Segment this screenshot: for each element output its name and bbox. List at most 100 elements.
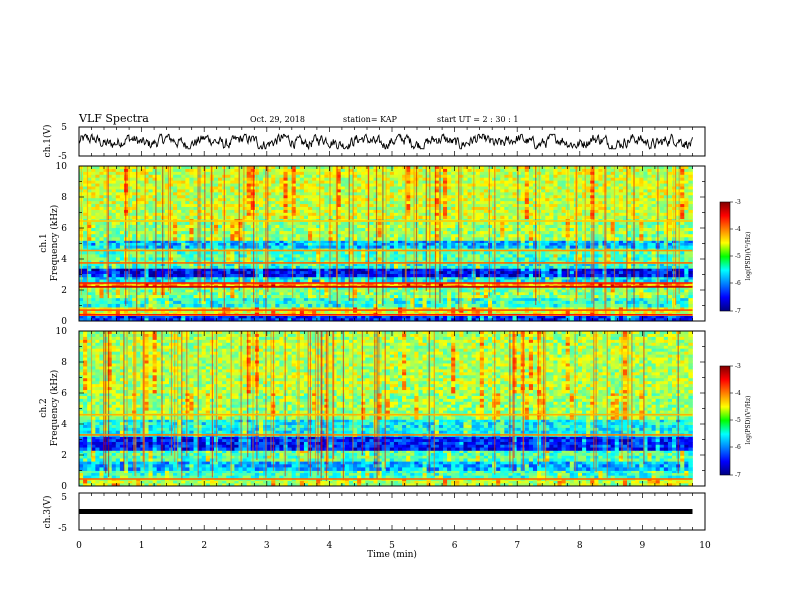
spectrogram-cell <box>430 224 436 229</box>
spectrogram-cell <box>557 303 562 308</box>
spectrogram-cell <box>393 251 399 255</box>
spectrogram-cell <box>168 271 174 275</box>
spectrogram-cell <box>369 224 374 229</box>
spectrogram-cell <box>393 237 399 241</box>
spectrogram-cell <box>500 318 505 322</box>
spectrogram-cell <box>140 289 145 293</box>
spectrogram-cell <box>357 300 362 305</box>
spectrogram-cell <box>680 263 685 267</box>
spectrogram-cell <box>344 297 350 302</box>
spectrogram-cell <box>377 297 383 302</box>
spectrogram-cell <box>299 297 305 302</box>
spectrogram-cell <box>586 240 591 244</box>
spectrogram-cell <box>299 228 305 232</box>
spectrogram-cell <box>627 289 632 293</box>
spectrogram-cell <box>590 303 595 308</box>
spectrogram-cell <box>487 309 493 314</box>
spectrogram-cell <box>577 240 583 244</box>
spectrogram-cell <box>87 303 92 308</box>
spectrogram-cell <box>324 268 329 272</box>
spectrogram-cell <box>271 292 276 296</box>
spectrogram-cell <box>479 315 485 319</box>
spectrogram-cell <box>667 240 673 244</box>
spectrogram-cell <box>279 303 284 308</box>
spectrogram-cell <box>631 268 636 272</box>
spectrogram-cell <box>631 265 636 269</box>
spectrogram-cell <box>598 245 603 249</box>
spectrogram-cell <box>459 300 464 305</box>
spectrogram-cell <box>205 268 211 272</box>
spectrogram-cell <box>549 263 554 267</box>
spectrogram-cell <box>680 257 685 261</box>
spectrogram-cell <box>99 303 104 308</box>
spectrogram-cell <box>283 297 288 302</box>
spectrogram-cell <box>565 307 571 311</box>
spectrogram-cell <box>246 221 252 226</box>
spectrogram-cell <box>406 242 411 246</box>
spectrogram-cell <box>275 245 280 249</box>
spectrogram-cell <box>504 292 509 296</box>
spectrogram-cell <box>524 315 530 319</box>
spectrogram-cell <box>541 315 546 319</box>
spectrogram-cell <box>303 307 309 311</box>
spectrogram-cell <box>606 254 612 258</box>
spectrogram-cell <box>230 295 235 299</box>
spectrogram-cell <box>340 300 346 305</box>
spectrogram-cell <box>516 303 522 308</box>
spectrogram-cell <box>447 263 452 267</box>
spectrogram-cell <box>164 286 170 291</box>
spectrogram-cell <box>185 303 190 308</box>
spectrogram-cell <box>377 242 383 246</box>
spectrogram-cell <box>426 231 432 235</box>
spectrogram-cell <box>528 265 534 269</box>
spectrogram-cell <box>336 297 342 302</box>
spectrogram-cell <box>275 279 280 283</box>
spectrogram-cell <box>344 315 350 319</box>
spectrogram-cell <box>614 254 620 258</box>
spectrogram-cell <box>643 307 648 311</box>
spectrogram-cell <box>479 271 485 275</box>
spectrogram-cell <box>557 300 562 305</box>
spectrogram-cell <box>594 254 599 258</box>
spectrogram-cell <box>496 257 501 261</box>
spectrogram-cell <box>353 300 358 305</box>
spectrogram-cell <box>369 254 374 258</box>
spectrogram-cell <box>545 268 550 272</box>
spectrogram-cell <box>418 265 423 269</box>
spectrogram-cell <box>561 257 567 261</box>
spectrogram-cell <box>610 315 616 319</box>
spectrogram-cell <box>528 292 534 296</box>
spectrogram-cell <box>586 307 591 311</box>
spectrogram-cell <box>492 295 497 299</box>
spectrogram-cell <box>299 303 305 308</box>
spectrogram-cell <box>463 318 468 322</box>
spectrogram-cell <box>398 242 403 246</box>
spectrogram-cell <box>283 279 288 283</box>
spectrogram-cell <box>128 286 133 291</box>
spectrogram-cell <box>676 295 681 299</box>
spectrogram-cell <box>168 251 174 255</box>
spectrogram-cell <box>528 273 534 278</box>
spectrogram-cell <box>299 251 305 255</box>
spectrogram-cell <box>361 242 366 246</box>
spectrogram-cell <box>226 245 231 249</box>
spectrogram-cell <box>279 271 284 275</box>
spectrogram-cell <box>614 245 620 249</box>
spectrogram-cell <box>684 292 689 296</box>
spectrogram-cell <box>479 268 485 272</box>
spectrogram-cell <box>87 286 92 291</box>
spectrogram-cell <box>451 303 456 308</box>
spectrogram-cell <box>308 268 313 272</box>
spectrogram-cell <box>475 300 481 305</box>
spectrogram-cell <box>676 300 681 305</box>
spectrogram-cell <box>524 297 530 302</box>
spectrogram-cell <box>639 242 644 246</box>
spectrogram-cell <box>582 307 587 311</box>
spectrogram-cell <box>479 307 485 311</box>
spectrogram-cell <box>451 295 456 299</box>
spectrogram-cell <box>181 289 186 293</box>
spectrogram-cell <box>447 318 452 322</box>
spectrogram-cell <box>299 295 305 299</box>
spectrogram-cell <box>512 292 518 296</box>
spectrogram-cell <box>369 273 374 278</box>
